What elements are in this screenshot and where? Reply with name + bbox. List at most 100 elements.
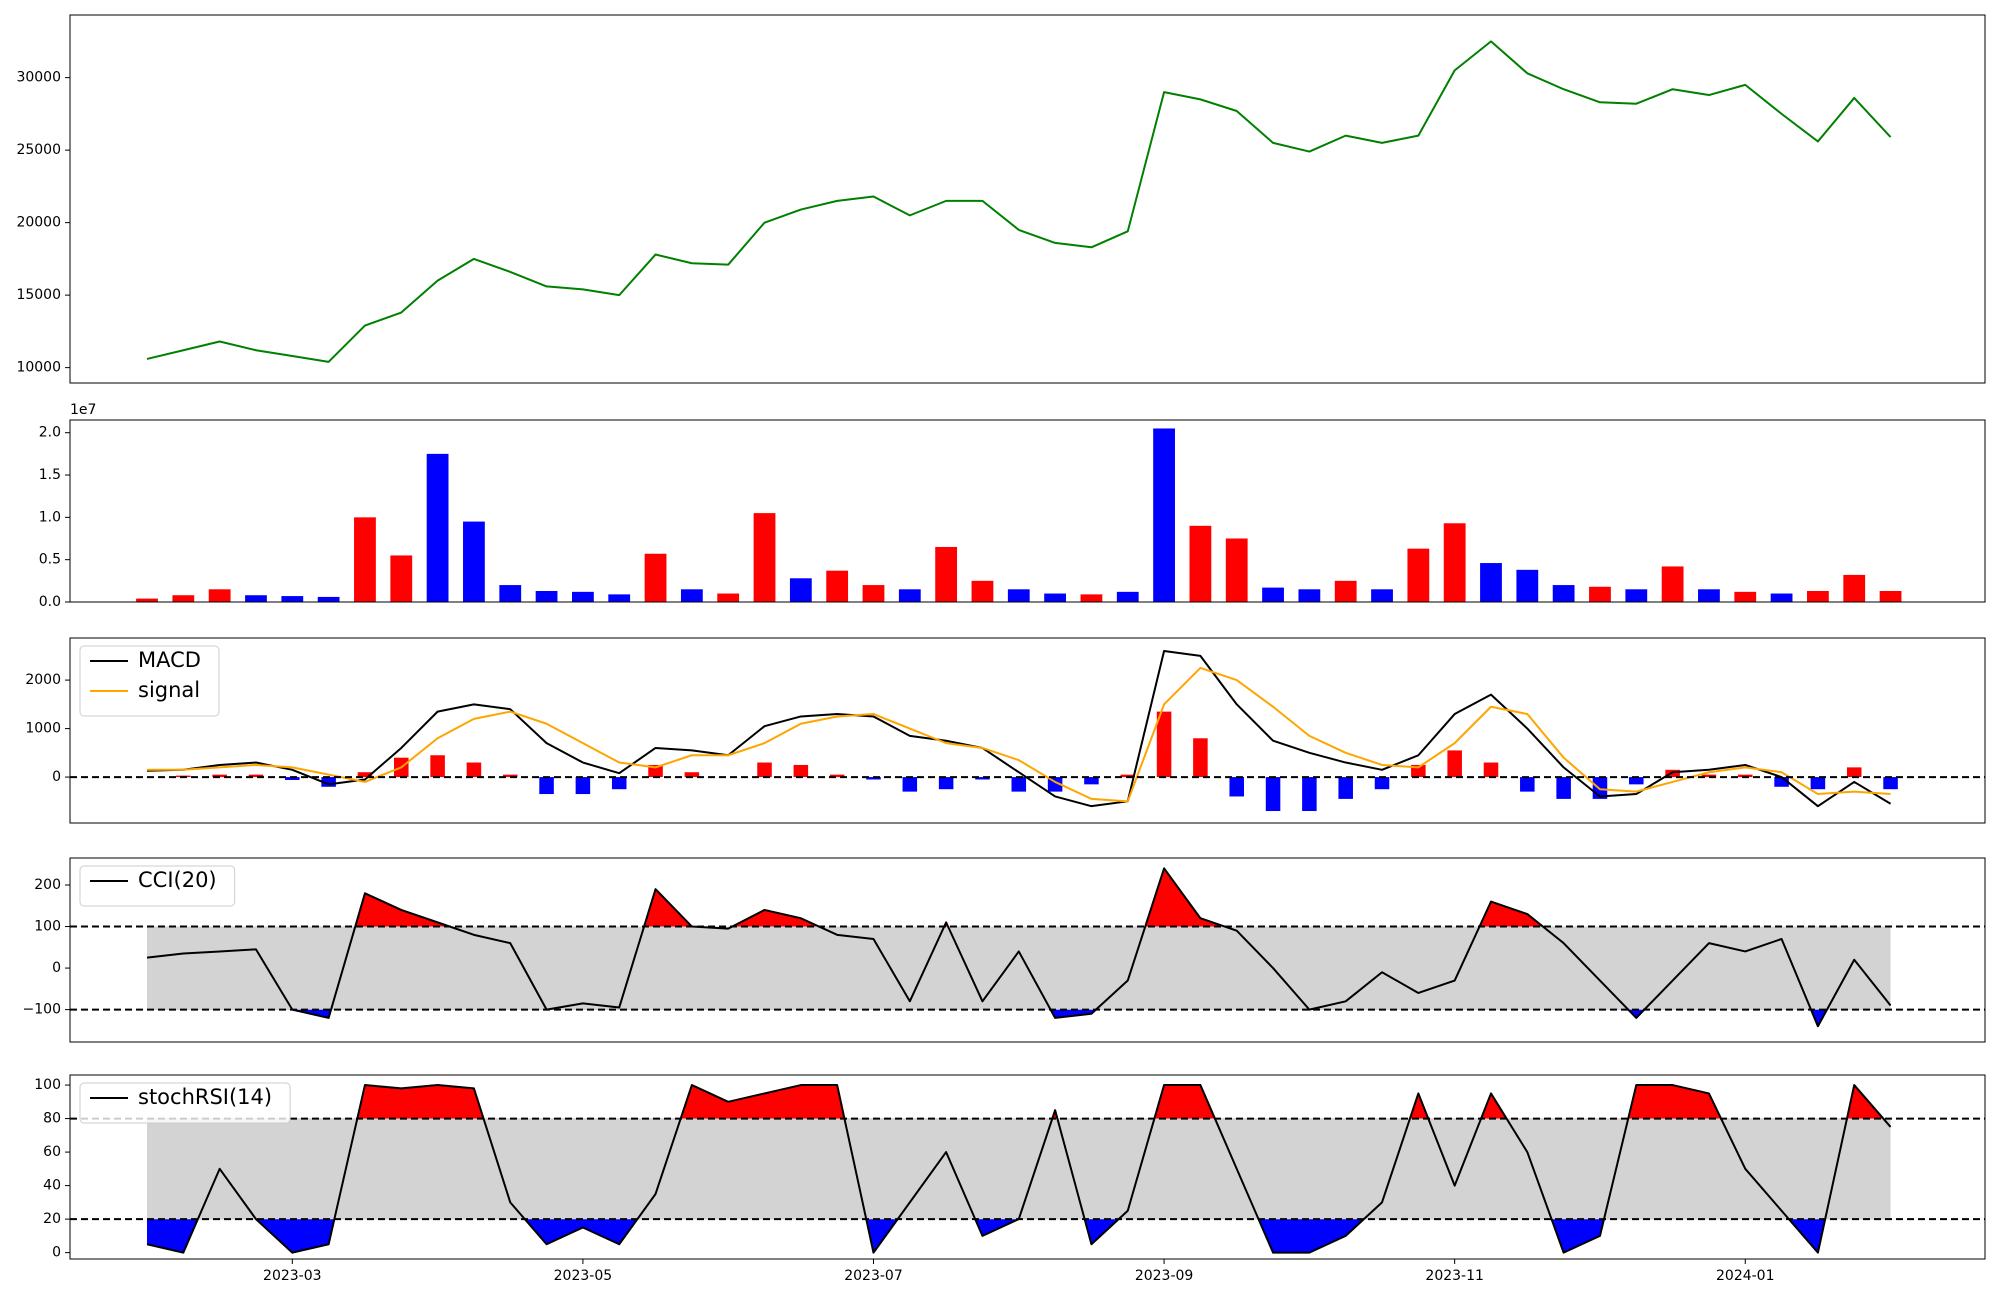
y-tick-label: 80 [43, 1111, 61, 1127]
volume-bar [390, 555, 413, 602]
histogram-bar [1084, 777, 1099, 785]
y-tick-label: 2.0 [39, 425, 61, 441]
legend-box [79, 1082, 291, 1124]
histogram-bar [1011, 777, 1027, 792]
volume-bar [463, 521, 485, 602]
volume-bar [1044, 593, 1067, 602]
volume-bar [136, 598, 158, 602]
volume-bar [1007, 589, 1030, 602]
volume-bar [426, 453, 449, 602]
histogram-bar [1701, 774, 1717, 778]
y-tick-label: 40 [43, 1178, 61, 1194]
volume-bar [971, 580, 994, 602]
volume-bar [1516, 569, 1539, 602]
histogram-bar [1556, 777, 1571, 799]
histogram-bar [502, 774, 518, 778]
volume-bar [680, 589, 703, 602]
volume-bar [1116, 591, 1139, 602]
overbought-fill [147, 1085, 1891, 1119]
volume-bar [172, 595, 195, 602]
histogram-bar [430, 755, 445, 778]
volume-bar [208, 589, 231, 602]
x-tick-label: 2023-05 [554, 1268, 613, 1284]
volume-bar [1189, 525, 1212, 602]
histogram-bar [1120, 774, 1136, 778]
legend-label: signal [138, 678, 200, 702]
volume-bar [1153, 428, 1175, 602]
legend-label: CCI(20) [138, 868, 217, 892]
histogram-bar [611, 777, 627, 790]
histogram-bar [1193, 738, 1208, 778]
x-tick-label: 2023-11 [1425, 1268, 1484, 1284]
y-tick-label: 15000 [16, 287, 61, 303]
volume-bar [499, 585, 522, 602]
volume-bar [1080, 594, 1103, 602]
volume-bar [1770, 593, 1793, 602]
histogram-bar [321, 777, 336, 787]
legend: stochRSI(14) [79, 1082, 291, 1124]
axes-frame [69, 14, 1986, 384]
histogram-bar [1447, 750, 1462, 778]
y-tick-label: 0.5 [39, 552, 61, 568]
y-tick-label: 20 [43, 1211, 61, 1227]
histogram-bar [902, 777, 918, 792]
y-tick-label: 100 [34, 1077, 61, 1093]
histogram-bar [1374, 777, 1390, 790]
axes-frame [69, 419, 1986, 603]
line-series [146, 867, 1892, 1028]
y-tick-label: 100 [34, 919, 61, 935]
volume-bar [826, 570, 849, 602]
y-tick-label: 25000 [16, 142, 61, 158]
volume-bar [1625, 589, 1648, 602]
histogram-bar [357, 772, 373, 778]
histogram-bar [1883, 777, 1898, 790]
histogram-bar [1737, 774, 1753, 778]
volume-bar [1262, 587, 1284, 602]
x-tick-label: 2023-09 [1135, 1268, 1194, 1284]
y-tick-label: 1000 [25, 721, 61, 737]
histogram-bar [539, 777, 554, 795]
volume-bar [717, 593, 740, 602]
histogram-bar [1629, 777, 1644, 785]
volume-bar [1661, 566, 1684, 602]
legend: CCI(20) [79, 865, 236, 907]
axes-frame [69, 637, 1986, 824]
y-tick-label: −100 [23, 1002, 61, 1018]
legend-box [79, 865, 236, 907]
volume-bar [644, 553, 667, 602]
y-tick-label: 0 [52, 960, 61, 976]
volume-bar [898, 589, 921, 602]
y-tick-label: 2000 [25, 672, 61, 688]
volume-bar [1298, 589, 1321, 602]
volume-bar [862, 585, 885, 602]
histogram-bar [866, 777, 881, 780]
neutral-band [147, 926, 1891, 1010]
histogram-bar [684, 772, 700, 778]
y-tick-label: 60 [43, 1144, 61, 1160]
y-tick-label: 0.0 [39, 594, 61, 610]
volume-bar [281, 596, 304, 602]
legend: MACD signal [79, 645, 220, 717]
y-tick-label: 0 [52, 769, 61, 785]
y-tick-label: 1.0 [39, 509, 61, 525]
x-tick-label: 2023-03 [263, 1268, 322, 1284]
y-tick-label: 10000 [16, 360, 61, 376]
volume-bar [571, 591, 594, 602]
volume-bar [935, 546, 958, 602]
volume-bar [1407, 548, 1430, 602]
volume-bar [1879, 590, 1902, 602]
legend-box [79, 645, 220, 717]
volume-bar [1552, 585, 1575, 602]
x-tick-label: 2023-07 [844, 1268, 903, 1284]
histogram-bar [975, 777, 990, 780]
volume-bar [1371, 589, 1393, 602]
histogram-bar [1810, 777, 1826, 790]
histogram-bar [1229, 777, 1244, 797]
histogram-bar [575, 777, 591, 795]
line-series [147, 666, 1891, 803]
offset-label: 1e7 [70, 402, 96, 418]
axes-frame [69, 1074, 1986, 1260]
legend-label: MACD [138, 648, 201, 672]
volume-bar [789, 578, 812, 602]
